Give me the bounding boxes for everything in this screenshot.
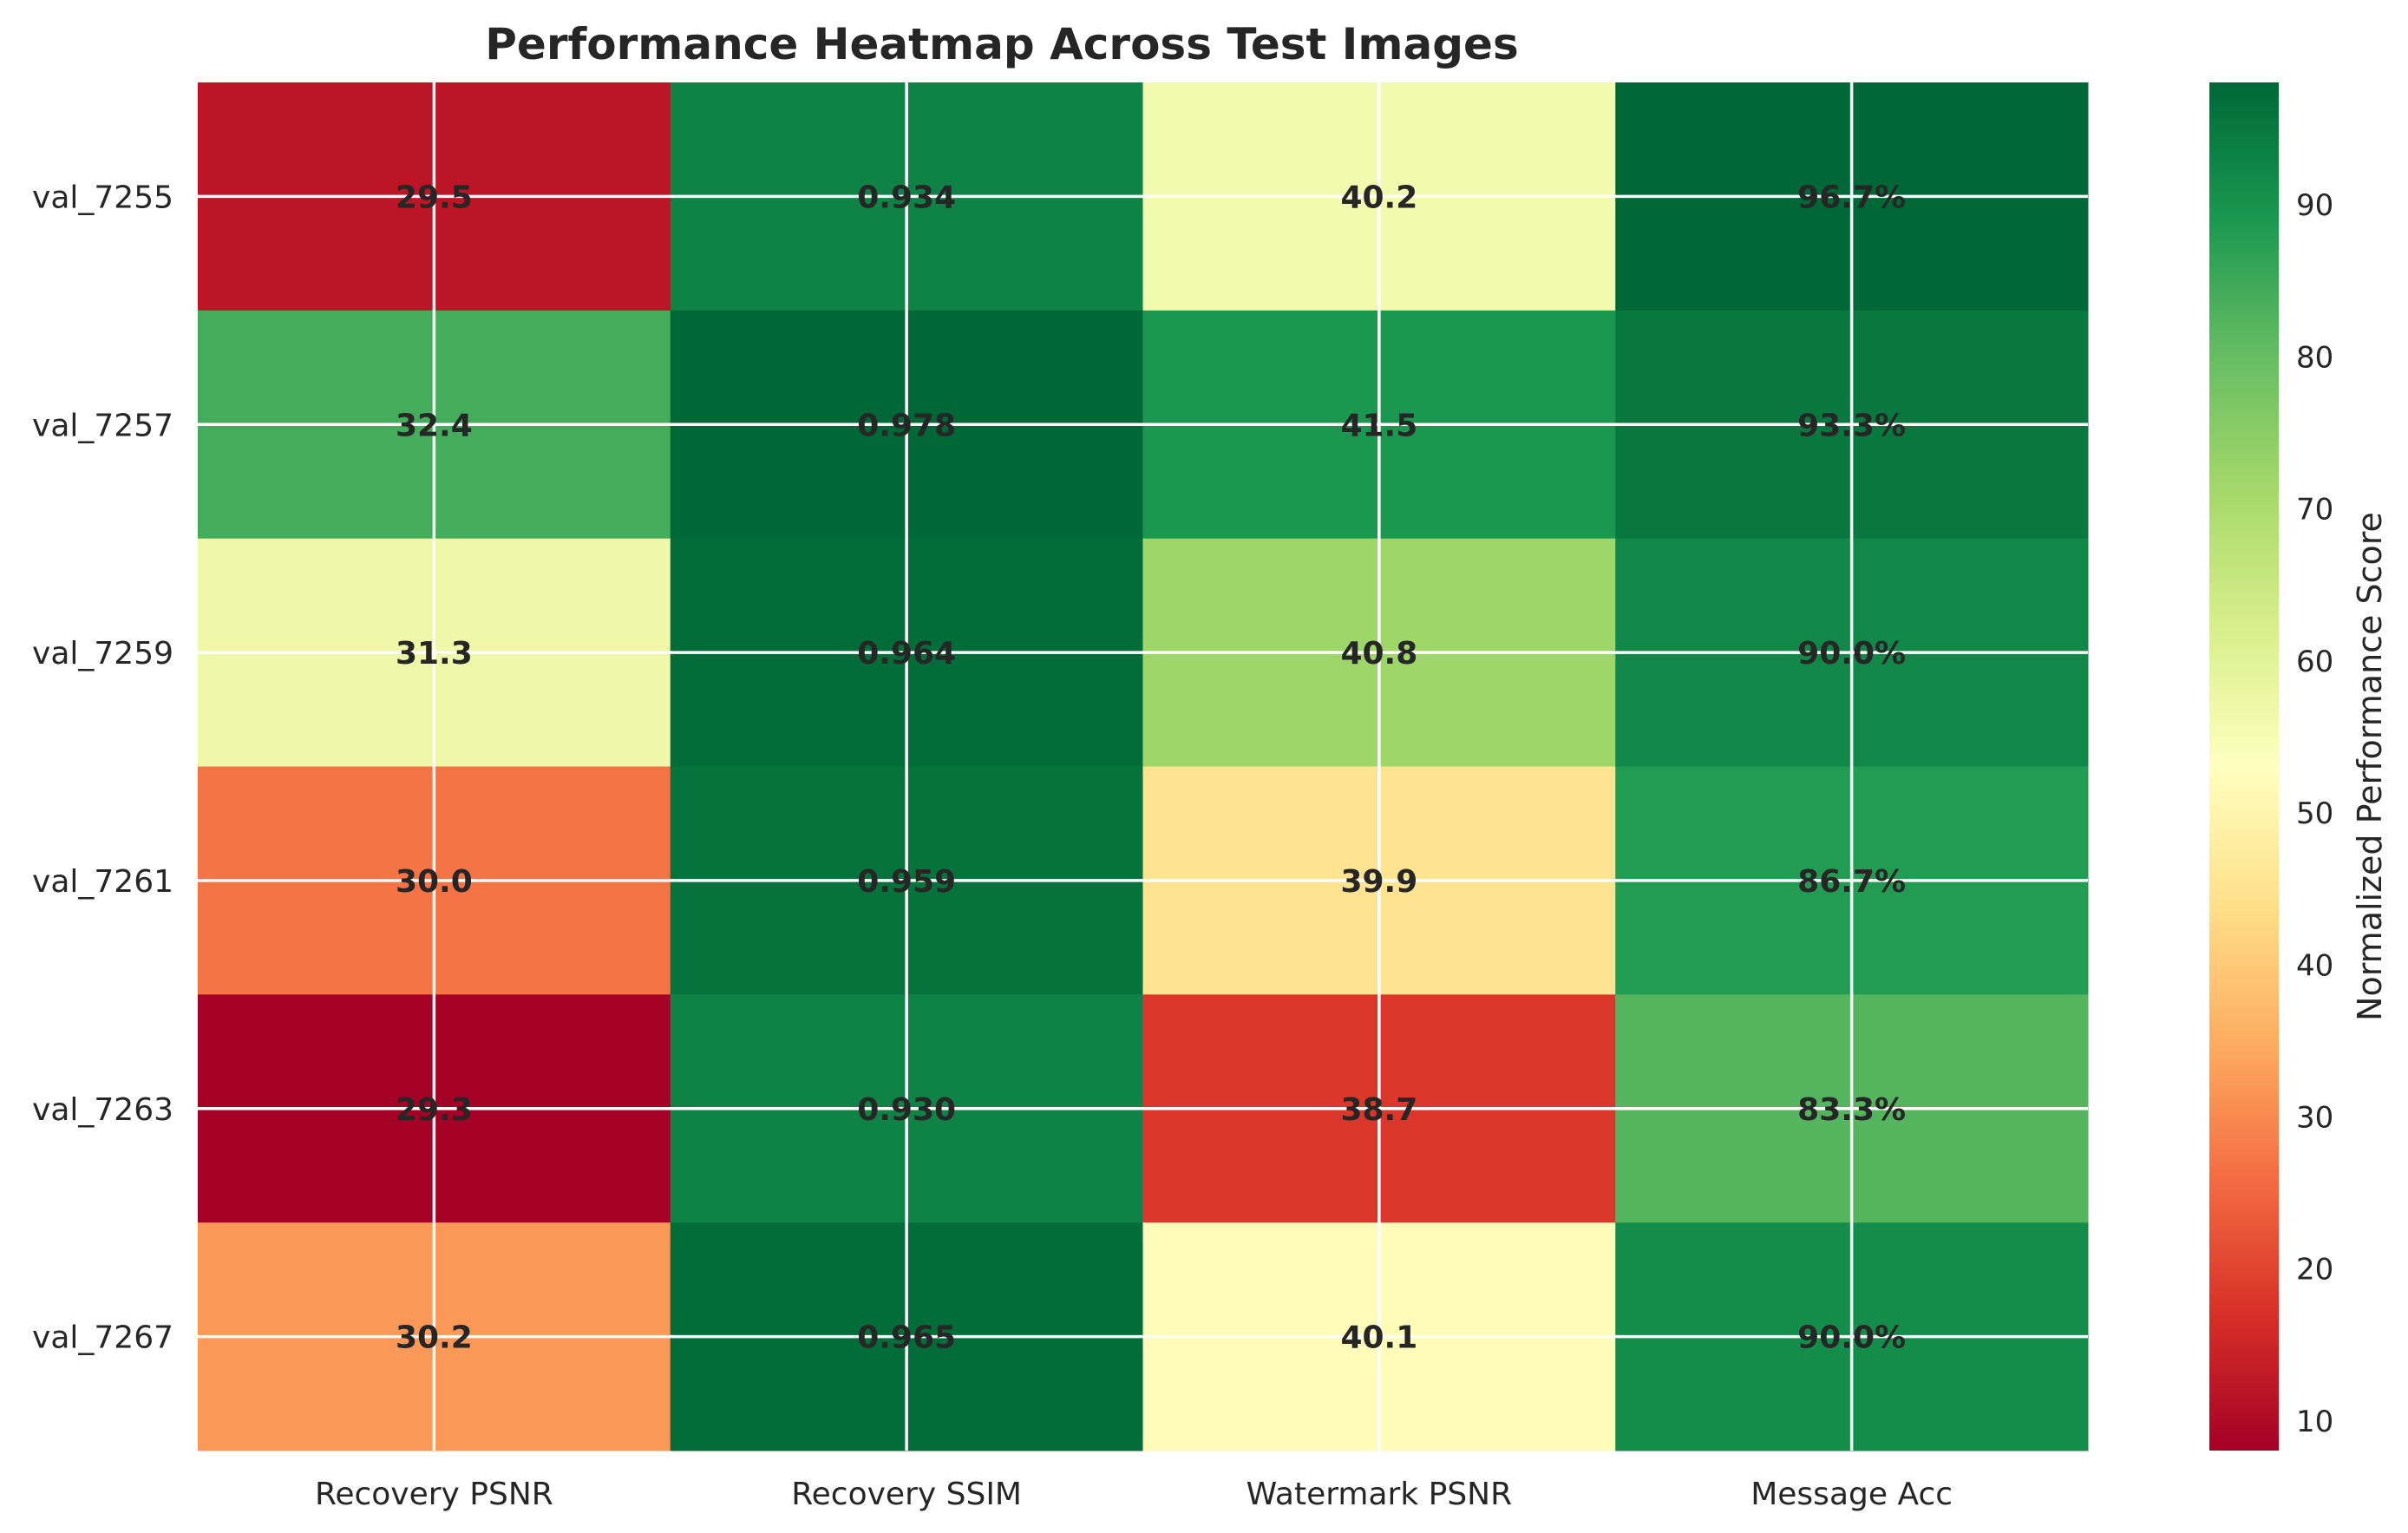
cell-value-labels: 29.5 0.934 40.2 96.7% 32.4 0.978 41.5 93.3% 31.3… [396,180,1906,1355]
colorbar-tick-label: 20 [2296,1253,2333,1287]
column-label: Recovery PSNR [315,1477,553,1512]
cell-value-label: 0.964 [857,636,956,672]
cell-value-label: 0.978 [857,408,956,443]
cell-value-label: 30.0 [396,864,473,900]
cell-value-label: 31.3 [396,636,473,672]
cell-value-label: 90.0% [1797,1320,1906,1356]
row-labels: val_7255 val_7257 val_7259 val_7261 val_7263… [32,180,173,1355]
heatmap-grid [198,82,2088,1451]
cell-value-label: 30.2 [396,1320,473,1356]
column-label: Message Acc [1750,1477,1953,1512]
row-label: val_7261 [32,864,173,900]
cell-value-label: 39.9 [1340,864,1417,900]
row-label: val_7255 [32,180,173,215]
heatmap-cells [198,82,2089,1451]
colorbar-tick-label: 10 [2296,1405,2333,1439]
cell-value-label: 29.5 [396,180,473,215]
row-label: val_7257 [32,408,173,443]
cell-value-label: 40.1 [1340,1320,1417,1356]
colorbar-label: Normalized Performance Score [2351,512,2389,1021]
cell-value-label: 41.5 [1340,408,1417,443]
cell-value-label: 40.2 [1340,180,1417,215]
colorbar-tick-label: 90 [2296,188,2333,223]
row-label: val_7263 [32,1092,173,1128]
cell-value-label: 96.7% [1797,180,1906,215]
cell-value-label: 93.3% [1797,408,1906,443]
column-label: Recovery SSIM [791,1477,1022,1512]
colorbar-tick-label: 50 [2296,796,2333,831]
cell-value-label: 0.934 [857,180,956,215]
column-labels: Recovery PSNR Recovery SSIM Watermark PSNR… [315,1477,1953,1512]
cell-value-label: 86.7% [1797,864,1906,900]
cell-value-label: 0.930 [857,1092,956,1128]
colorbar-tick-label: 80 [2296,340,2333,375]
colorbar-tick-label: 30 [2296,1101,2333,1136]
colorbar-tick-label: 70 [2296,493,2333,527]
cell-value-label: 38.7 [1340,1092,1417,1128]
colorbar-tick-label: 40 [2296,948,2333,983]
colorbar-tick-label: 60 [2296,645,2333,679]
cell-value-label: 0.965 [857,1320,956,1356]
row-label: val_7259 [32,636,173,672]
row-label: val_7267 [32,1320,173,1356]
colorbar: 10 20 30 40 50 60 70 80 90 [2209,82,2333,1451]
cell-value-label: 83.3% [1797,1092,1906,1128]
colorbar-gradient [2209,82,2279,1451]
cell-value-label: 29.3 [396,1092,473,1128]
cell-value-label: 90.0% [1797,636,1906,672]
cell-value-label: 40.8 [1340,636,1417,672]
column-label: Watermark PSNR [1247,1477,1513,1512]
chart-title: Performance Heatmap Across Test Images [485,19,1518,69]
cell-value-label: 32.4 [396,408,473,443]
cell-value-label: 0.959 [857,864,956,900]
